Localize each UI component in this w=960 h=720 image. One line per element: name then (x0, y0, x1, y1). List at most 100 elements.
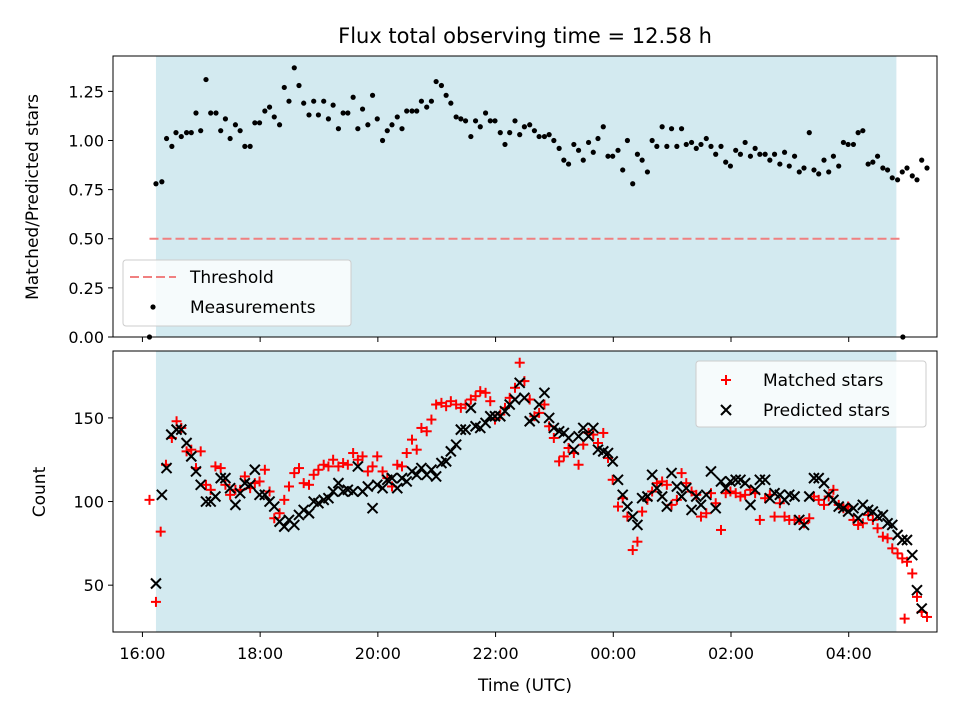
matched-star-marker (210, 461, 221, 472)
top-y-tick-label: 0.75 (68, 181, 104, 200)
matched-star-marker (691, 489, 702, 500)
predicted-star-marker (627, 510, 639, 523)
matched-star-marker (627, 545, 638, 556)
matched-star-marker (715, 524, 726, 535)
measurement-point (345, 110, 351, 116)
matched-star-marker (150, 596, 161, 607)
predicted-star-marker (224, 482, 236, 494)
measurement-point (384, 128, 390, 134)
matched-star-marker (338, 458, 349, 469)
predicted-star-marker (391, 482, 403, 494)
matched-star-marker (308, 469, 319, 480)
matched-star-marker (901, 556, 912, 567)
predicted-star-marker (249, 464, 261, 476)
matched-star-marker (421, 426, 432, 437)
matched-star-marker (607, 474, 618, 485)
predicted-star-marker (606, 455, 619, 468)
matched-star-marker (721, 375, 731, 385)
predicted-star-marker (362, 480, 374, 493)
measurement-point (188, 130, 194, 136)
matched-star-marker (877, 531, 888, 542)
measurement-point (389, 122, 395, 128)
measurement-point (781, 149, 788, 155)
measurement-point (595, 135, 601, 142)
measurement-point (737, 151, 744, 157)
matched-star-marker (445, 396, 456, 407)
predicted-star-marker (543, 412, 555, 424)
predicted-star-marker (332, 477, 345, 489)
measurement-point (821, 157, 827, 163)
x-tick-label: 16:00 (119, 644, 165, 663)
matched-star-marker (598, 427, 609, 438)
measurement-point (482, 110, 489, 116)
predicted-star-marker (685, 504, 698, 516)
measurement-point (369, 92, 376, 98)
measurement-point (409, 108, 415, 114)
bottom-legend: Matched stars Predicted stars (695, 360, 927, 428)
matched-star-marker (195, 446, 206, 457)
matched-star-marker (475, 386, 486, 397)
predicted-star-marker (459, 423, 472, 436)
matched-star-marker (720, 488, 731, 499)
matched-star-marker (661, 479, 672, 490)
predicted-star-marker (190, 465, 202, 478)
predicted-star-marker (513, 377, 526, 389)
x-tick-label: 20:00 (355, 644, 401, 663)
matched-star-marker (701, 508, 712, 519)
measurement-point (208, 110, 214, 116)
predicted-star-marker (156, 489, 168, 501)
x-tick-label: 18:00 (237, 644, 283, 663)
measurement-point (752, 145, 758, 151)
matched-star-marker (401, 448, 412, 459)
matched-star-marker (318, 459, 329, 470)
legend-measurement-swatch (150, 304, 156, 310)
matched-star-marker (907, 568, 918, 579)
measurement-point (703, 135, 709, 142)
measurement-point (438, 82, 445, 89)
matched-star-marker (441, 401, 452, 412)
predicted-star-marker (347, 485, 359, 498)
measurement-point (458, 116, 464, 122)
measurement-point (163, 135, 170, 142)
measurement-point (727, 163, 734, 169)
measurement-point (620, 167, 626, 173)
predicted-star-marker (818, 477, 830, 489)
predicted-star-marker (229, 499, 242, 511)
measurement-point (414, 108, 420, 114)
measurement-point (477, 124, 483, 130)
measurement-point (325, 116, 332, 122)
measurement-point (845, 141, 851, 148)
measurement-point (350, 94, 356, 100)
measurement-point (527, 122, 533, 128)
predicted-star-marker (744, 499, 757, 511)
matched-star-marker (426, 414, 437, 425)
matched-star-marker (348, 448, 359, 459)
predicted-star-marker (577, 422, 589, 434)
measurement-point (355, 126, 361, 132)
predicted-star-marker (680, 482, 692, 494)
measurement-point (605, 153, 611, 159)
measurement-point (659, 124, 665, 130)
measurement-point (723, 159, 729, 165)
ratio-panel: 0.00 0.25 0.50 0.75 1.00 1.25 Threshold Measure… (68, 55, 938, 347)
measurement-point (674, 143, 680, 149)
matched-star-marker (411, 444, 422, 455)
measurement-point (590, 149, 596, 155)
predicted-star-marker (185, 450, 197, 463)
predicted-star-marker (440, 455, 452, 468)
measurement-point (222, 116, 229, 122)
matched-star-marker (710, 498, 721, 509)
matched-star-marker (899, 613, 910, 624)
measurement-point (169, 143, 175, 149)
measurement-point (281, 84, 287, 91)
bottom-y-tick-label: 50 (84, 576, 104, 595)
measurement-point (517, 132, 523, 138)
predicted-star-marker (386, 472, 398, 484)
measurement-point (580, 157, 586, 163)
top-y-tick-label: 1.00 (68, 131, 104, 150)
measurement-point (286, 98, 292, 104)
matched-star-marker (695, 511, 706, 522)
predicted-star-marker (886, 519, 898, 531)
matched-star-marker (416, 422, 427, 433)
matched-star-marker (818, 499, 829, 510)
